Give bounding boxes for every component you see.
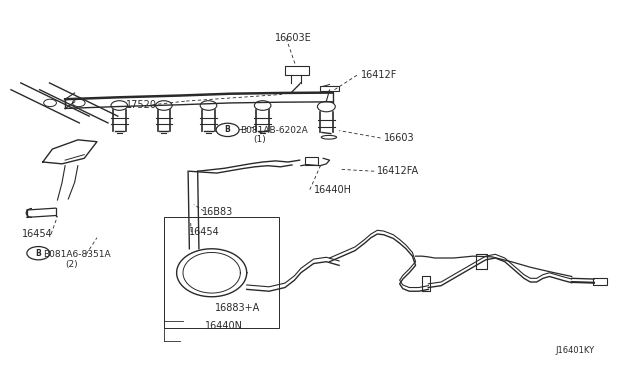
Text: 16440H: 16440H (314, 185, 351, 195)
Bar (285, 66, 309, 75)
Bar (593, 278, 607, 285)
Text: B081A6-8351A: B081A6-8351A (43, 250, 111, 259)
Text: (1): (1) (253, 135, 266, 144)
Circle shape (216, 123, 239, 137)
Text: 16412FA: 16412FA (378, 166, 419, 176)
Text: (2): (2) (65, 260, 77, 269)
Text: B081AB-6202A: B081AB-6202A (241, 126, 308, 135)
Bar (320, 86, 339, 91)
Text: 16454: 16454 (22, 229, 52, 239)
Text: 16883+A: 16883+A (215, 303, 260, 313)
Text: 16454: 16454 (189, 227, 220, 237)
Text: J16401KY: J16401KY (556, 346, 595, 355)
Text: 16440N: 16440N (205, 321, 243, 331)
Circle shape (27, 247, 50, 260)
Text: B: B (225, 125, 230, 134)
Text: B: B (35, 249, 41, 258)
Text: 17520: 17520 (125, 100, 157, 110)
Text: 16412F: 16412F (362, 70, 398, 80)
Bar (164, 217, 278, 328)
Text: 16603E: 16603E (275, 33, 312, 43)
Text: 16B83: 16B83 (202, 207, 234, 217)
Text: 16603: 16603 (384, 133, 414, 143)
